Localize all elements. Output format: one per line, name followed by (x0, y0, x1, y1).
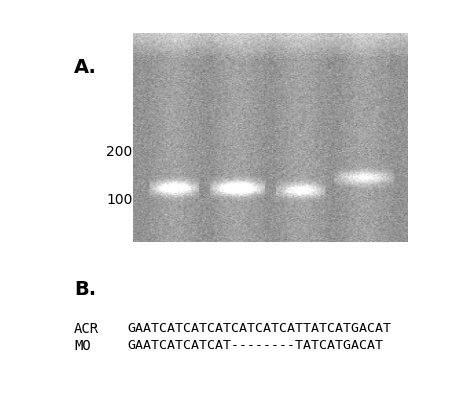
Text: ACR: ACR (74, 321, 99, 336)
Text: 3: 3 (286, 76, 296, 92)
Text: MO: MO (74, 339, 91, 353)
Text: 2: 2 (235, 76, 244, 92)
Text: A.: A. (74, 58, 97, 77)
Text: GAATCATCATCAT--------TATCATGACAT: GAATCATCATCAT--------TATCATGACAT (127, 339, 383, 352)
Text: B.: B. (74, 280, 96, 299)
Text: 200: 200 (107, 145, 133, 158)
Text: 1: 1 (183, 76, 192, 92)
Text: 100: 100 (106, 193, 133, 207)
Text: GAATCATCATCATCATCATCATTATCATGACAT: GAATCATCATCATCATCATCATTATCATGACAT (127, 322, 391, 335)
Text: 4: 4 (337, 76, 347, 92)
